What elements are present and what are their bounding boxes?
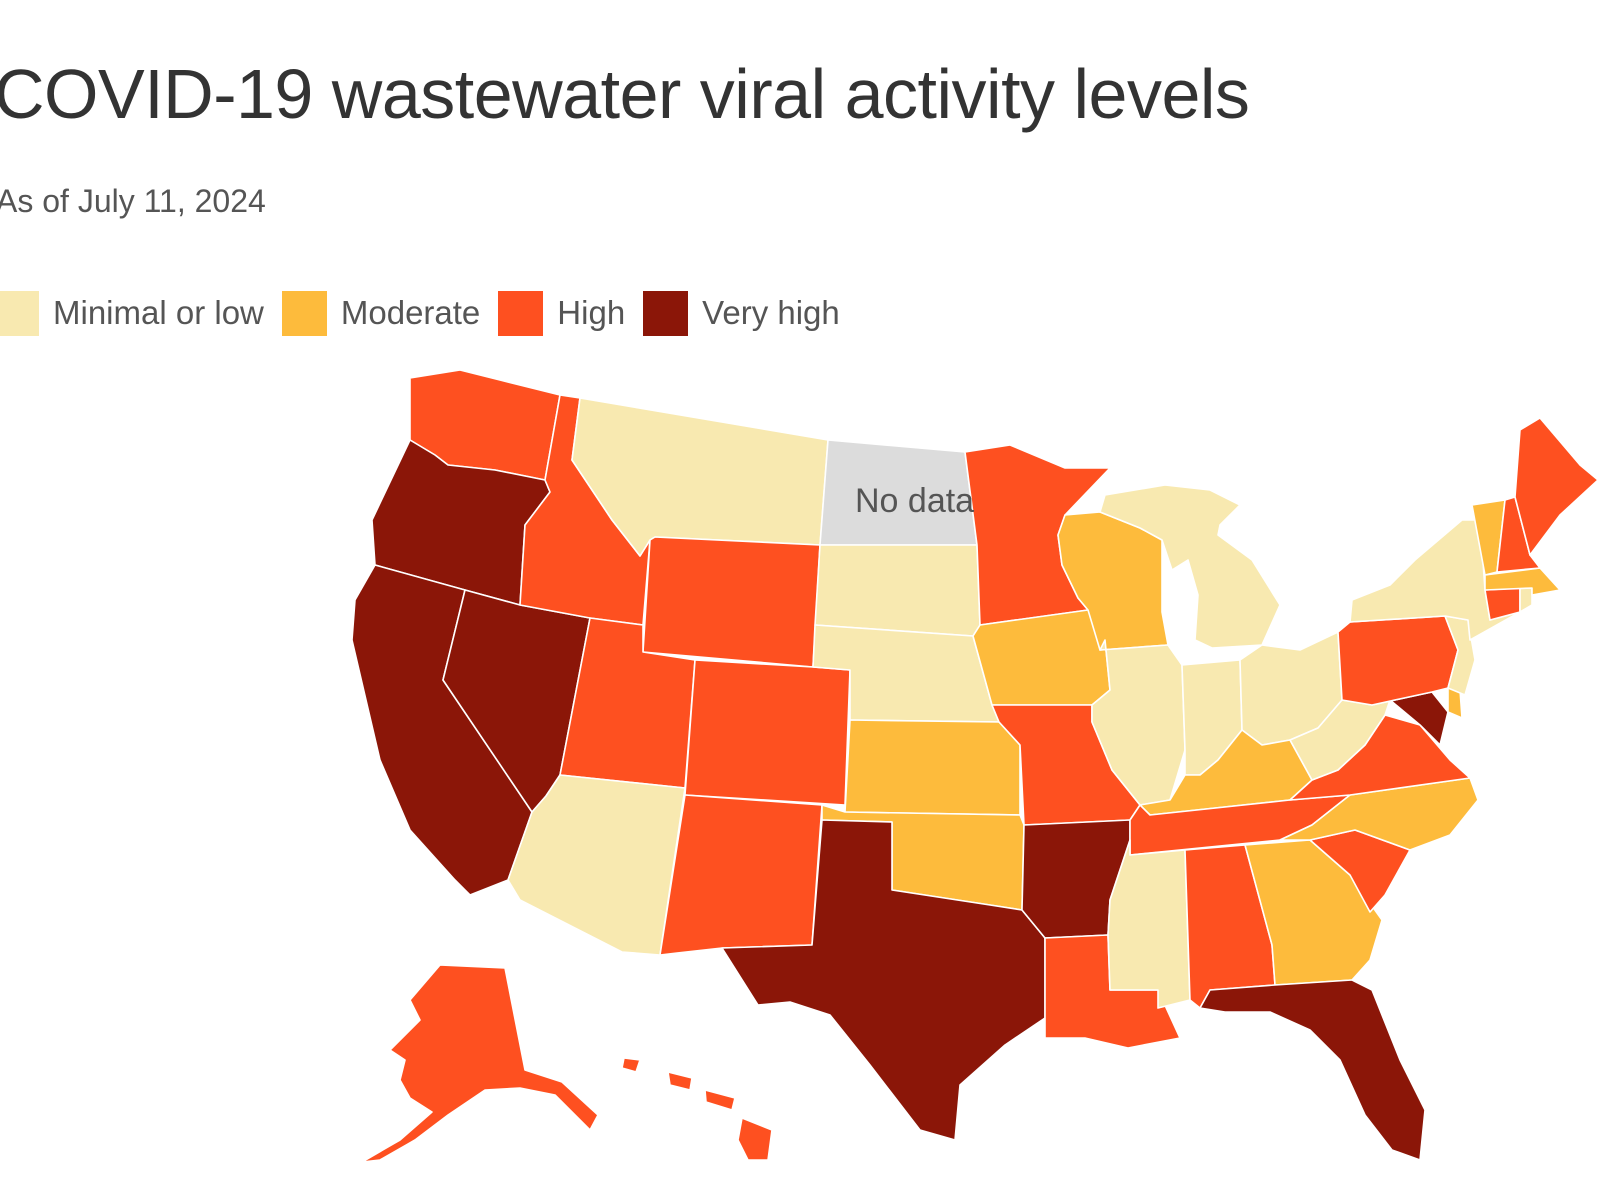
no-data-label: No data bbox=[855, 482, 974, 520]
state-pa[interactable] bbox=[1337, 615, 1459, 706]
state-ri[interactable] bbox=[1519, 587, 1533, 613]
state-mi[interactable] bbox=[1099, 484, 1281, 649]
state-co[interactable] bbox=[684, 659, 851, 806]
legend-label-very-high: Very high bbox=[702, 294, 840, 331]
chart-subtitle: As of July 11, 2024 bbox=[0, 183, 266, 219]
legend-item-minimal-or-low: Minimal or low bbox=[0, 290, 264, 336]
legend-item-high: High bbox=[498, 290, 626, 336]
state-il[interactable] bbox=[1091, 639, 1186, 806]
state-fl[interactable] bbox=[1199, 979, 1426, 1161]
legend-item-very-high: Very high bbox=[643, 290, 840, 336]
legend-label-high: High bbox=[557, 294, 626, 331]
legend-swatch-high bbox=[498, 290, 544, 336]
legend-label-minimal-or-low: Minimal or low bbox=[53, 294, 264, 331]
state-hi-1[interactable] bbox=[621, 1057, 641, 1073]
state-hi-2[interactable] bbox=[667, 1071, 693, 1091]
state-me[interactable] bbox=[1514, 417, 1599, 556]
state-nc[interactable] bbox=[1279, 777, 1479, 851]
state-hi-3[interactable] bbox=[704, 1089, 736, 1111]
legend-swatch-very-high bbox=[643, 290, 689, 336]
chart-title: COVID-19 wastewater viral activity level… bbox=[0, 55, 1250, 133]
state-nm[interactable] bbox=[659, 794, 823, 956]
state-md[interactable] bbox=[1371, 691, 1449, 746]
legend-swatch-minimal-or-low bbox=[0, 290, 39, 336]
state-ak[interactable] bbox=[361, 964, 599, 1163]
state-ia[interactable] bbox=[972, 609, 1111, 706]
state-sd[interactable] bbox=[814, 544, 981, 637]
state-wy[interactable] bbox=[642, 536, 821, 668]
legend: Minimal or low Moderate High Very high bbox=[0, 290, 858, 336]
state-ks[interactable] bbox=[844, 719, 1021, 816]
state-hi-4[interactable] bbox=[737, 1117, 773, 1161]
legend-swatch-moderate bbox=[281, 290, 327, 336]
legend-item-moderate: Moderate bbox=[281, 290, 481, 336]
state-tx[interactable] bbox=[721, 819, 1046, 1141]
legend-label-moderate: Moderate bbox=[340, 294, 481, 331]
